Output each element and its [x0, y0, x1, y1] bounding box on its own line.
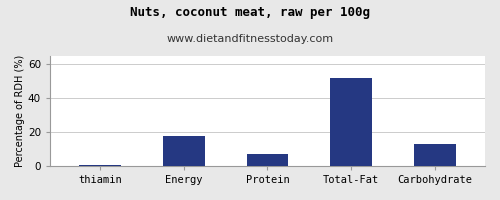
Bar — [330, 78, 372, 166]
Bar — [163, 136, 204, 166]
Text: Nuts, coconut meat, raw per 100g: Nuts, coconut meat, raw per 100g — [130, 6, 370, 19]
Bar — [246, 154, 288, 166]
Text: www.dietandfitnesstoday.com: www.dietandfitnesstoday.com — [166, 34, 334, 44]
Bar — [79, 165, 121, 166]
Y-axis label: Percentage of RDH (%): Percentage of RDH (%) — [15, 55, 25, 167]
Bar — [414, 144, 456, 166]
